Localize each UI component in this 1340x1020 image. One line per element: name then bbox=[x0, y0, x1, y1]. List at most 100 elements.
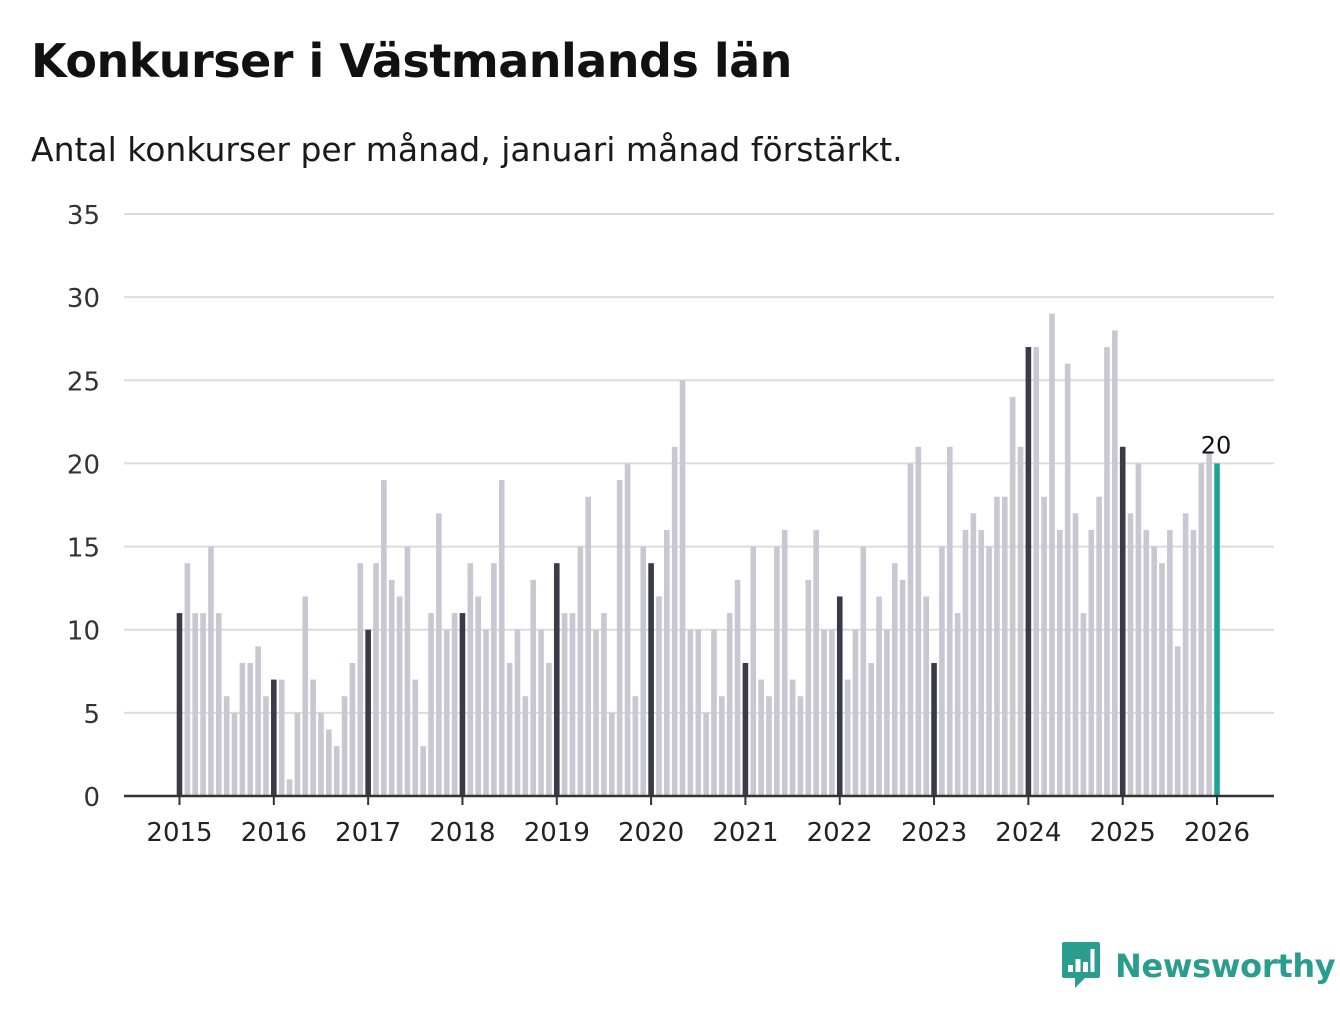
bar bbox=[860, 546, 867, 796]
x-tick-label: 2023 bbox=[901, 818, 967, 848]
x-tick-label: 2021 bbox=[712, 818, 778, 848]
bar bbox=[483, 629, 489, 796]
chart-subtitle: Antal konkurser per månad, januari månad… bbox=[31, 130, 903, 169]
bar bbox=[1088, 529, 1095, 796]
bar bbox=[585, 496, 592, 796]
bar bbox=[428, 613, 434, 796]
bar bbox=[664, 529, 670, 796]
bar bbox=[1064, 363, 1071, 796]
x-tick-label: 2024 bbox=[995, 818, 1061, 848]
bar bbox=[1041, 496, 1047, 796]
bar bbox=[1096, 496, 1102, 796]
bar bbox=[192, 613, 199, 796]
bar bbox=[1159, 563, 1165, 796]
bar bbox=[538, 629, 544, 796]
bar bbox=[459, 613, 466, 796]
bar bbox=[844, 679, 851, 796]
bar bbox=[514, 629, 521, 796]
y-tick-label: 20 bbox=[67, 450, 100, 480]
bar bbox=[1049, 313, 1055, 796]
bar bbox=[381, 480, 387, 796]
bar bbox=[208, 546, 214, 796]
bar bbox=[671, 446, 678, 796]
bar bbox=[884, 629, 890, 796]
bar bbox=[813, 529, 819, 796]
bar bbox=[1033, 347, 1040, 796]
bar bbox=[1174, 646, 1181, 796]
bar bbox=[915, 446, 922, 796]
bar bbox=[404, 546, 411, 796]
bar bbox=[711, 629, 717, 796]
bar bbox=[443, 629, 450, 796]
bar bbox=[624, 463, 631, 796]
bar bbox=[373, 563, 379, 796]
bar bbox=[703, 712, 709, 796]
bar bbox=[1198, 463, 1205, 796]
bar bbox=[553, 563, 560, 796]
bar bbox=[1167, 529, 1173, 796]
bar bbox=[396, 596, 403, 796]
x-tick-label: 2026 bbox=[1184, 818, 1250, 848]
y-tick-label: 5 bbox=[83, 700, 100, 730]
bar bbox=[1104, 347, 1110, 796]
bar bbox=[451, 613, 458, 796]
bar bbox=[184, 563, 191, 796]
bar bbox=[239, 662, 246, 796]
bar bbox=[1190, 529, 1197, 796]
bar bbox=[954, 613, 961, 796]
bar bbox=[750, 546, 757, 796]
bar bbox=[577, 546, 584, 796]
bar bbox=[420, 746, 426, 796]
bar bbox=[734, 579, 741, 796]
bar bbox=[994, 496, 1000, 796]
bar bbox=[648, 563, 654, 796]
bar bbox=[852, 629, 859, 796]
bar bbox=[829, 629, 835, 796]
bar bbox=[1182, 513, 1189, 796]
bar bbox=[1143, 529, 1150, 796]
bar bbox=[1135, 463, 1142, 796]
latest-value-label: 20 bbox=[1201, 431, 1232, 459]
bar bbox=[255, 646, 261, 796]
bar bbox=[498, 480, 505, 796]
bar bbox=[286, 779, 293, 796]
y-tick-label: 10 bbox=[67, 617, 100, 647]
bar bbox=[1002, 496, 1008, 796]
bar bbox=[836, 596, 843, 796]
bar bbox=[789, 679, 796, 796]
x-tick-label: 2015 bbox=[146, 818, 212, 848]
bar bbox=[797, 696, 804, 796]
bar bbox=[216, 613, 222, 796]
y-tick-label: 0 bbox=[83, 783, 100, 813]
bar bbox=[278, 679, 285, 796]
bar bbox=[907, 463, 914, 796]
bar bbox=[326, 729, 332, 796]
bar bbox=[758, 679, 764, 796]
newsworthy-icon bbox=[1062, 942, 1100, 988]
x-tick-label: 2020 bbox=[618, 818, 684, 848]
bar bbox=[231, 712, 238, 796]
bar bbox=[247, 662, 254, 796]
bar bbox=[1072, 513, 1079, 796]
chart-title: Konkurser i Västmanlands län bbox=[31, 34, 792, 88]
bar bbox=[546, 662, 552, 796]
bar bbox=[318, 712, 324, 796]
bar bbox=[1025, 347, 1032, 796]
bar bbox=[333, 746, 340, 796]
bar bbox=[931, 662, 937, 796]
bar bbox=[1206, 451, 1212, 796]
y-tick-label: 35 bbox=[67, 201, 100, 231]
bar bbox=[986, 546, 992, 796]
bar bbox=[1119, 446, 1126, 796]
bar bbox=[357, 563, 364, 796]
bar bbox=[1214, 463, 1220, 796]
bar bbox=[310, 679, 316, 796]
bar bbox=[530, 579, 536, 796]
bar bbox=[891, 563, 898, 796]
bar bbox=[632, 696, 639, 796]
x-tick-label: 2025 bbox=[1090, 818, 1156, 848]
bar bbox=[271, 679, 277, 796]
x-tick-label: 2016 bbox=[241, 818, 307, 848]
bar bbox=[1127, 513, 1134, 796]
